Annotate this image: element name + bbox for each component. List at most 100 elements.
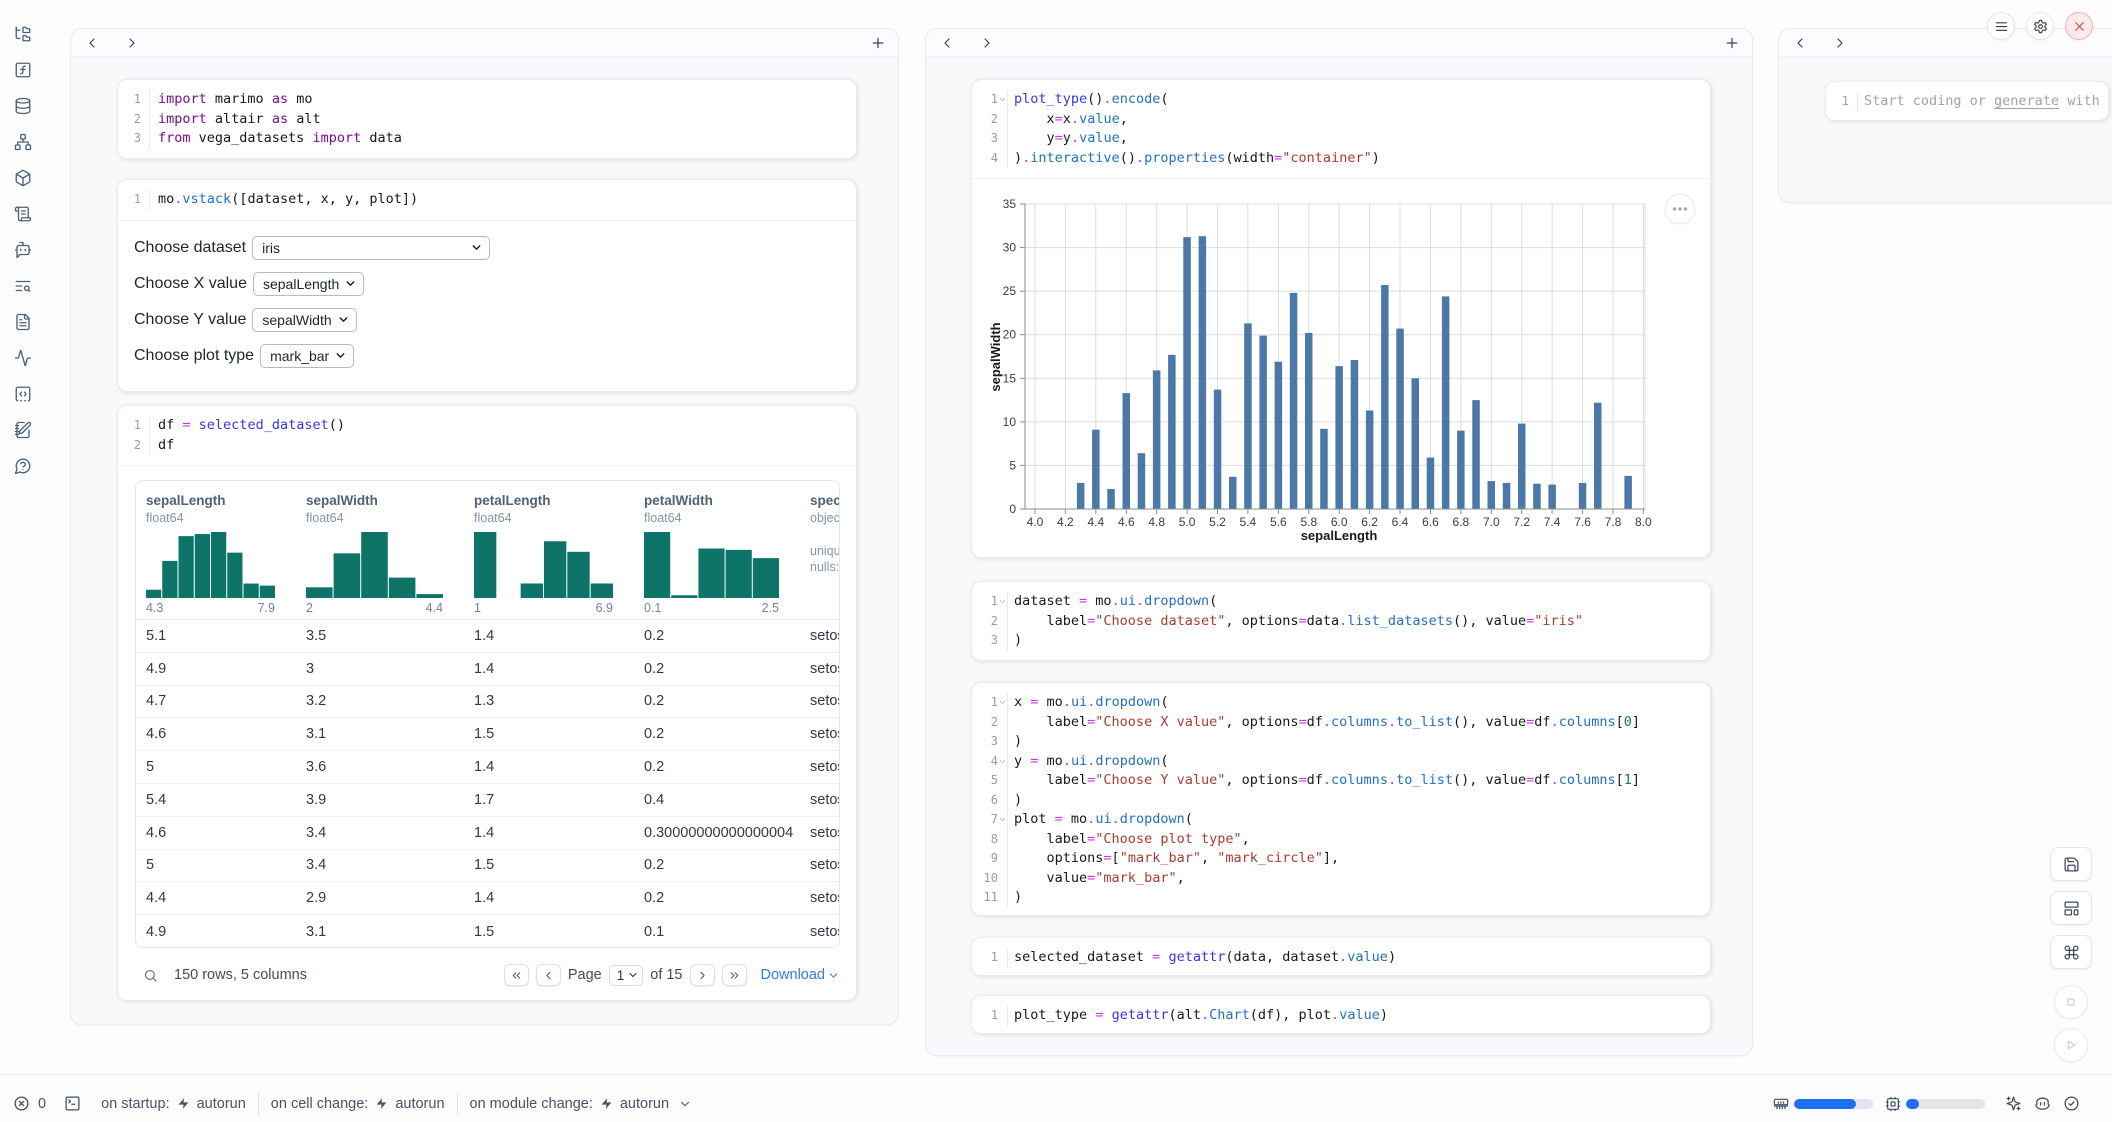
- notebook-menu-button[interactable]: [1987, 12, 2015, 40]
- code-line[interactable]: options=["mark_bar", "mark_circle"],: [1014, 850, 1340, 866]
- table-row[interactable]: 5 3.4 1.5 0.2 setosa: [136, 850, 839, 883]
- sidebar-item-documentation[interactable]: [14, 313, 32, 331]
- code-line[interactable]: value="mark_bar",: [1014, 869, 1185, 886]
- dropdown-select-choose-plot-type[interactable]: mark_bar: [260, 343, 355, 368]
- code-line[interactable]: label="Choose Y value", options=df.colum…: [1014, 772, 1641, 788]
- cell-plot-type[interactable]: 1 plot_type = getattr(alt.Chart(df), plot…: [971, 995, 1711, 1034]
- cell-dataframe[interactable]: 1 df = selected_dataset() 2 df sepalLength f…: [117, 405, 857, 1001]
- fold-chevron-icon[interactable]: [998, 815, 1007, 824]
- table-column-header[interactable]: sepalWidth float64 2 4.4: [296, 481, 464, 619]
- column-2-add-cell-button[interactable]: [1724, 35, 1740, 51]
- table-column-header[interactable]: petalLength float64 1 6.9: [464, 481, 634, 619]
- sidebar-item-outline-search[interactable]: [14, 277, 32, 295]
- table-row[interactable]: 5.4 3.9 1.7 0.4 setosa: [136, 784, 839, 817]
- cell-empty[interactable]: 1 Start coding or generate with AI: [1825, 81, 2109, 121]
- settings-button[interactable]: [2026, 12, 2054, 40]
- table-row[interactable]: 4.6 3.4 1.4 0.30000000000000004 setosa: [136, 817, 839, 850]
- table-column-header[interactable]: sepalLength float64 4.3 7.9: [136, 481, 296, 619]
- sidebar-item-file-explorer[interactable]: [14, 25, 32, 43]
- code-editor-xyplot[interactable]: 1 x = mo.ui.dropdown(2 label="Choose X va…: [972, 683, 1710, 915]
- editor-placeholder[interactable]: Start coding or generate with AI: [1864, 93, 2108, 109]
- code-editor-plot[interactable]: 1 plot_type().encode(2 x=x.value, 3 y=y.va…: [972, 80, 1710, 178]
- code-line[interactable]: y = mo.ui.dropdown(: [1014, 752, 1169, 769]
- table-row[interactable]: 4.4 2.9 1.4 0.2 setosa: [136, 882, 839, 916]
- code-editor-imports[interactable]: 1 import marimo as mo 2 import altair as al…: [118, 80, 856, 158]
- connection-status-icon[interactable]: [2063, 1095, 2080, 1112]
- dropdown-select-choose-dataset[interactable]: iris: [252, 235, 491, 260]
- terminal-icon[interactable]: [64, 1095, 81, 1112]
- code-line[interactable]: ): [1014, 791, 1023, 808]
- code-line[interactable]: df: [158, 436, 175, 453]
- cell-selected-dataset[interactable]: 1 selected_dataset = getattr(data, datase…: [971, 937, 1711, 976]
- column-3-prev-button[interactable]: [1792, 35, 1808, 51]
- fold-chevron-icon[interactable]: [998, 757, 1007, 766]
- code-line[interactable]: selected_dataset = getattr(data, dataset…: [1014, 949, 1397, 965]
- code-editor-empty[interactable]: 1 Start coding or generate with AI: [1826, 82, 2108, 120]
- table-row[interactable]: 4.9 3 1.4 0.2 setosa: [136, 653, 839, 686]
- sidebar-item-tracebacks[interactable]: [14, 349, 32, 367]
- run-button[interactable]: [2054, 1028, 2088, 1062]
- table-column-header[interactable]: petalWidth float64 0.1 2.5: [634, 481, 800, 619]
- stop-button[interactable]: [2054, 985, 2088, 1019]
- sidebar-item-help[interactable]: [14, 457, 32, 475]
- code-line[interactable]: label="Choose X value", options=df.colum…: [1014, 713, 1641, 730]
- fold-chevron-icon[interactable]: [998, 698, 1007, 707]
- search-icon[interactable]: [143, 968, 158, 983]
- runtime-config-on-module-change[interactable]: on module change: autorun: [470, 1096, 693, 1112]
- code-line[interactable]: df = selected_dataset(): [158, 417, 345, 433]
- code-line[interactable]: label="Choose dataset", options=data.lis…: [1014, 612, 1584, 629]
- runtime-config-on-cell-change[interactable]: on cell change: autorun: [270, 1095, 445, 1112]
- column-1-next-button[interactable]: [124, 35, 140, 51]
- sidebar-item-datasources[interactable]: [14, 97, 32, 115]
- cell-dataset-dropdown[interactable]: 1 dataset = mo.ui.dropdown(2 label="Choos…: [971, 581, 1711, 661]
- runtime-config-on-startup[interactable]: on startup: autorun: [101, 1095, 246, 1112]
- download-button[interactable]: Download: [761, 967, 841, 983]
- cell-xy-dropdowns[interactable]: 1 x = mo.ui.dropdown(2 label="Choose X va…: [971, 682, 1711, 916]
- fold-chevron-icon[interactable]: [998, 597, 1007, 606]
- last-page-button[interactable]: [721, 964, 747, 986]
- ai-sparkles-icon[interactable]: [2005, 1095, 2022, 1112]
- fold-chevron-icon[interactable]: [998, 95, 1007, 104]
- code-editor-vstack[interactable]: 1 mo.vstack([dataset, x, y, plot]): [118, 180, 856, 220]
- code-line[interactable]: ).interactive().properties(width="contai…: [1014, 149, 1380, 166]
- code-line[interactable]: dataset = mo.ui.dropdown(: [1014, 593, 1218, 609]
- table-column-header[interactable]: species object unique:nulls:: [800, 481, 839, 619]
- sidebar-item-snippets[interactable]: [14, 385, 32, 403]
- code-editor-plottype[interactable]: 1 plot_type = getattr(alt.Chart(df), plot…: [972, 996, 1710, 1033]
- page-select[interactable]: 1: [608, 964, 644, 986]
- sidebar-item-logs[interactable]: [14, 205, 32, 223]
- save-button[interactable]: [2050, 847, 2092, 881]
- table-row[interactable]: 4.7 3.2 1.3 0.2 setosa: [136, 686, 839, 719]
- sidebar-item-packages[interactable]: [14, 169, 32, 187]
- code-editor-df[interactable]: 1 df = selected_dataset() 2 df: [118, 406, 856, 465]
- layout-button[interactable]: [2050, 891, 2092, 925]
- column-2-prev-button[interactable]: [939, 35, 955, 51]
- table-row[interactable]: 5 3.6 1.4 0.2 setosa: [136, 751, 839, 784]
- code-editor-dataset[interactable]: 1 dataset = mo.ui.dropdown(2 label="Choos…: [972, 582, 1710, 660]
- cell-vstack[interactable]: 1 mo.vstack([dataset, x, y, plot]) Choose…: [117, 179, 857, 392]
- copilot-icon[interactable]: [2034, 1095, 2051, 1112]
- code-line[interactable]: from vega_datasets import data: [158, 130, 402, 146]
- first-page-button[interactable]: [503, 964, 529, 986]
- code-line[interactable]: import altair as alt: [158, 110, 321, 127]
- table-row[interactable]: 4.6 3.1 1.5 0.2 setosa: [136, 718, 839, 752]
- sidebar-item-ai-chat[interactable]: [14, 241, 32, 259]
- column-1-add-cell-button[interactable]: [870, 35, 886, 51]
- table-row[interactable]: 5.1 3.5 1.4 0.2 setosa: [136, 620, 839, 653]
- code-line[interactable]: plot = mo.ui.dropdown(: [1014, 811, 1193, 827]
- sidebar-item-scratchpad[interactable]: [14, 421, 32, 439]
- code-line[interactable]: plot_type().encode(: [1014, 91, 1169, 107]
- dropdown-select-choose-x-value[interactable]: sepalLength: [252, 271, 365, 296]
- code-line[interactable]: y=y.value,: [1014, 130, 1128, 146]
- code-line[interactable]: ): [1014, 733, 1023, 749]
- table-row[interactable]: 4.9 3.1 1.5 0.1 setosa: [136, 915, 839, 947]
- chart-actions-button[interactable]: [1664, 193, 1696, 225]
- code-line[interactable]: label="Choose plot type",: [1014, 830, 1250, 847]
- code-line[interactable]: x=x.value,: [1014, 110, 1128, 127]
- code-editor-selected[interactable]: 1 selected_dataset = getattr(data, datase…: [972, 938, 1710, 975]
- code-line[interactable]: ): [1014, 889, 1023, 905]
- code-line[interactable]: plot_type = getattr(alt.Chart(df), plot.…: [1014, 1007, 1388, 1023]
- command-palette-button[interactable]: [2050, 935, 2092, 969]
- code-line[interactable]: import marimo as mo: [158, 91, 313, 107]
- column-1-prev-button[interactable]: [84, 35, 100, 51]
